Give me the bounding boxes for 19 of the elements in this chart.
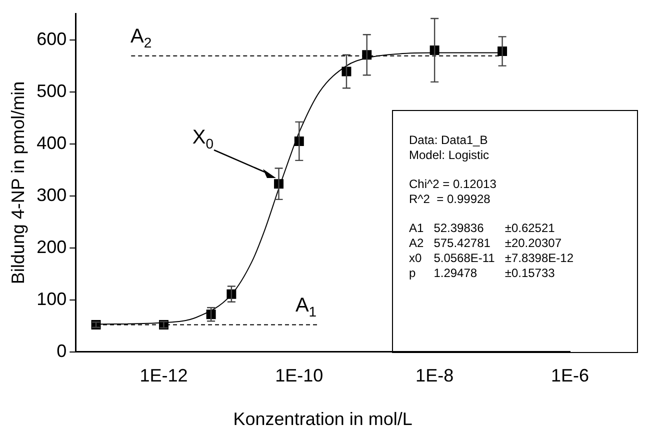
y-tick-label: 500 bbox=[36, 80, 67, 101]
annotation: X$_{0}$ bbox=[192, 126, 214, 152]
annotation: Data: Data1_B Model: Logistic bbox=[409, 133, 490, 163]
y-axis-title: Bildung 4-NP in pmol/min bbox=[8, 81, 28, 284]
series-label: A$_{1}$ bbox=[295, 294, 317, 320]
x-tick-label: 1E-8 bbox=[416, 366, 454, 386]
text: A1 52.39836 ±0.62521 A2 575.42781 ±20.20307 x0 5.0568E-11 ±7.8398E-12 p 1.29478 ±0.15733 bbox=[409, 221, 574, 280]
x-tick-label: 1E-6 bbox=[550, 366, 590, 386]
y-tick-label: 100 bbox=[36, 288, 67, 309]
y-tick-label: 200 bbox=[36, 236, 67, 257]
y-tick-label: 0 bbox=[56, 340, 67, 361]
series-label: A$_{2}$ bbox=[130, 25, 152, 50]
y-tick-label: 600 bbox=[36, 28, 67, 49]
x-tick-label: 1E-10 bbox=[275, 366, 324, 386]
y-tick-label: 400 bbox=[36, 132, 67, 153]
annotation: Chi^2 = 0.12013 R^2 = 0.99928 bbox=[409, 177, 498, 207]
y-tick-label: 300 bbox=[36, 184, 67, 205]
x-axis-title: Konzentration in mol/L bbox=[233, 409, 412, 430]
x-tick-label: 1E-12 bbox=[140, 366, 188, 386]
